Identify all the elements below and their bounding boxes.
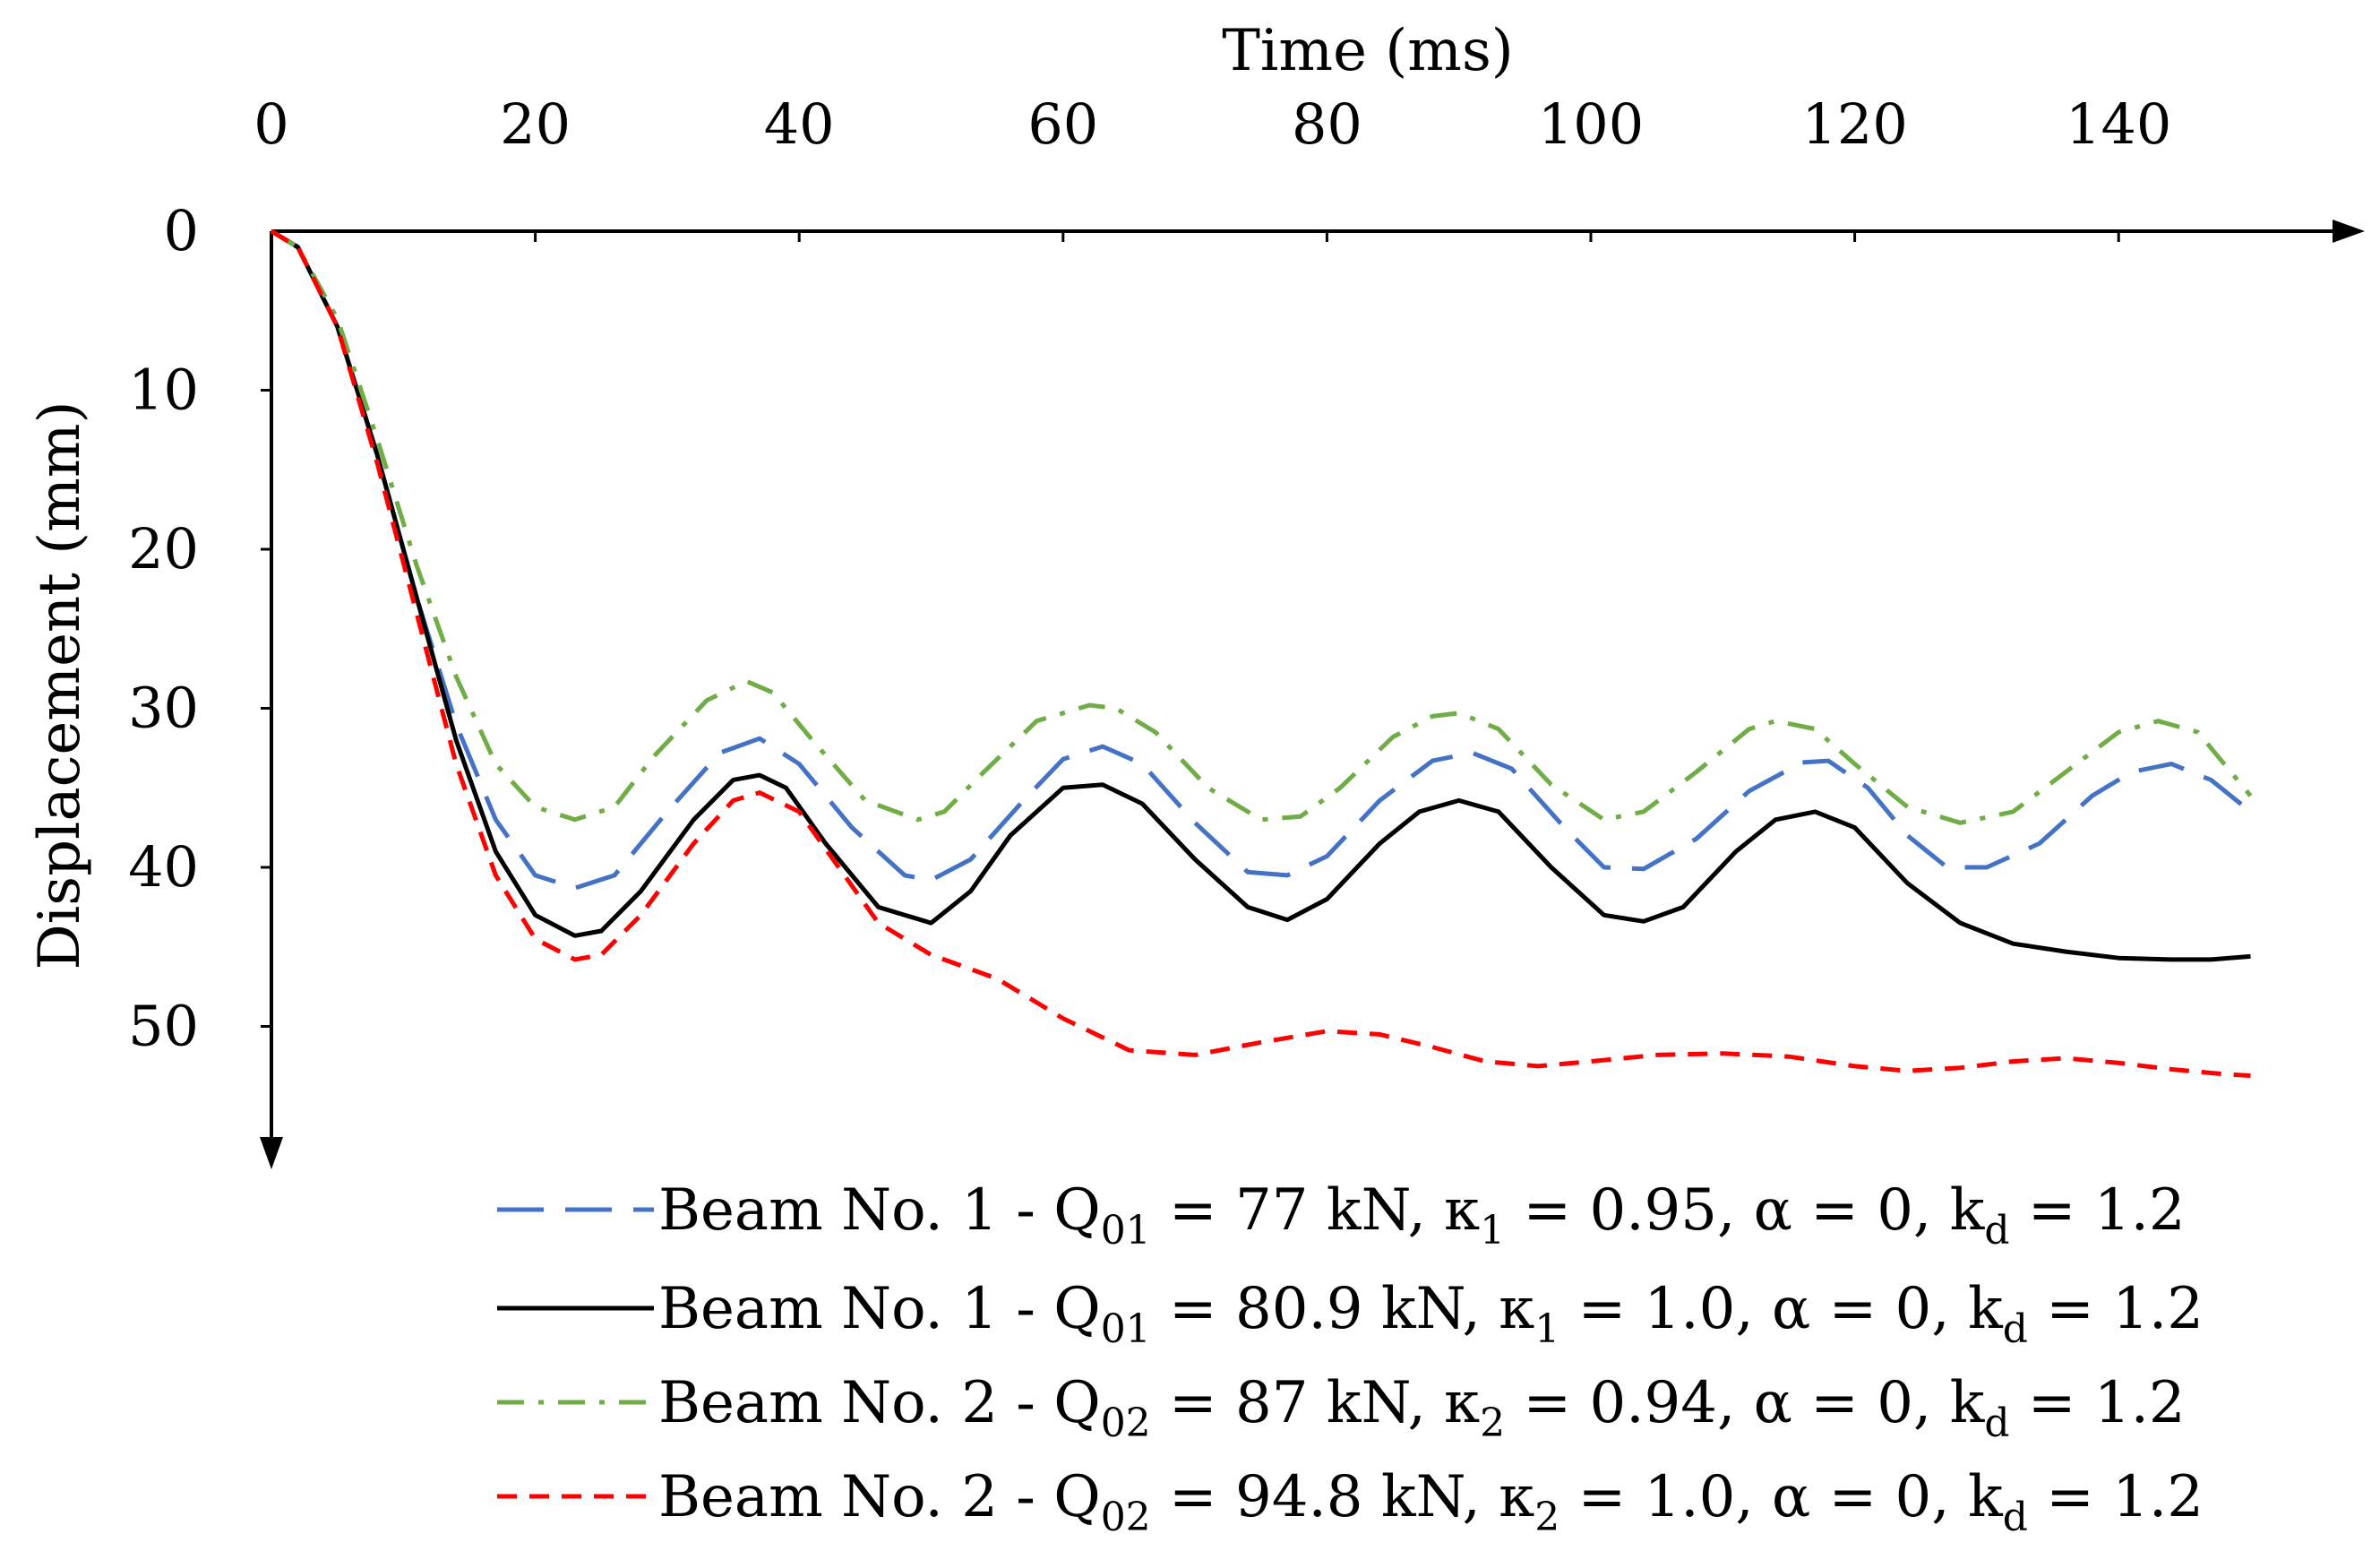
y-axis-arrowhead <box>260 1137 283 1169</box>
y-axis-title: Displacement (mm) <box>27 401 93 969</box>
x-axis-ticks: 0 20 40 60 80 100 120 140 <box>253 91 2171 242</box>
axes <box>260 220 2365 1169</box>
x-tick-label: 60 <box>1027 91 1098 157</box>
series-line-3 <box>270 228 2253 825</box>
x-tick-label: 140 <box>2066 91 2171 157</box>
x-axis-arrowhead <box>2333 220 2365 243</box>
y-tick-label: 20 <box>128 516 199 582</box>
x-tick-label: 40 <box>764 91 835 157</box>
legend-entry-2: Beam No. 1 - Q01 = 80.9 kN, κ1 = 1.0, α … <box>658 1276 2204 1352</box>
legend-entry-3: Beam No. 2 - Q02 = 87 kN, κ2 = 0.94, α =… <box>658 1370 2186 1446</box>
series-line-4 <box>270 228 2251 1078</box>
legend-entry-4: Beam No. 2 - Q02 = 94.8 kN, κ2 = 1.0, α … <box>658 1464 2204 1540</box>
series-line-2 <box>270 228 2251 962</box>
legend-entry-1: Beam No. 1 - Q01 = 77 kN, κ1 = 0.95, α =… <box>658 1177 2186 1254</box>
x-tick-label: 80 <box>1292 91 1362 157</box>
series-lines <box>270 228 2253 1078</box>
series-line-1 <box>270 228 2253 891</box>
x-tick-label: 20 <box>500 91 571 157</box>
y-tick-label: 40 <box>128 834 199 900</box>
y-tick-label: 10 <box>128 358 199 423</box>
y-tick-label: 30 <box>128 676 199 741</box>
x-tick-label: 100 <box>1538 91 1644 157</box>
x-tick-label: 0 <box>253 91 288 157</box>
y-tick-label: 0 <box>164 198 199 263</box>
y-axis-ticks: 0 10 20 30 40 50 <box>128 198 271 1059</box>
x-axis-title: Time (ms) <box>1222 18 1514 84</box>
x-tick-label: 120 <box>1801 91 1907 157</box>
legend: Beam No. 1 - Q01 = 77 kN, κ1 = 0.95, α =… <box>497 1177 2204 1540</box>
y-tick-label: 50 <box>128 994 199 1059</box>
